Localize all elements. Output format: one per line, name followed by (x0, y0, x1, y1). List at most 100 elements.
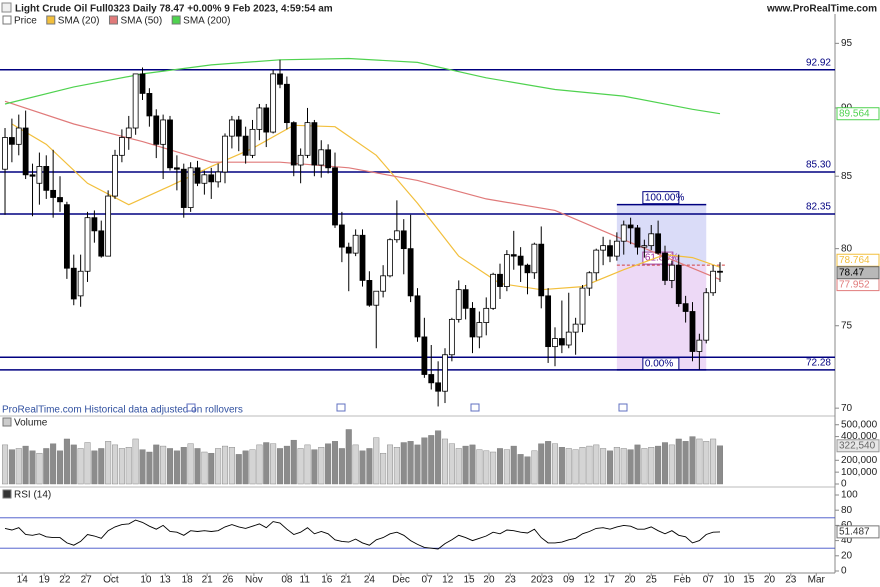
volume-bar (235, 454, 242, 485)
candle-body (283, 83, 290, 124)
x-tick-label: 20 (483, 575, 495, 586)
volume-bar (696, 438, 703, 485)
y-tick-label: 0 (841, 479, 847, 490)
y-tick-label: 100 (841, 490, 858, 501)
candle-body (648, 233, 655, 247)
volume-bar (77, 448, 84, 485)
candle-body (600, 245, 607, 251)
sma-line (11, 123, 721, 291)
sma-line (4, 57, 721, 115)
volume-bar (661, 442, 668, 485)
candle-body (607, 245, 613, 257)
volume-bar (290, 439, 297, 485)
volume-bar (517, 454, 524, 485)
candle-body (50, 189, 57, 198)
x-tick-label: 22 (59, 575, 71, 586)
volume-bar (146, 451, 153, 485)
volume-bar (716, 445, 723, 485)
candle-body (400, 230, 407, 250)
rsi-value-label: 51.487 (839, 527, 870, 538)
legend-swatch (108, 15, 118, 25)
candle-body (256, 107, 263, 130)
x-tick-label: 11 (300, 575, 311, 586)
volume-bar (373, 437, 380, 485)
volume-bar (43, 448, 50, 485)
volume-bar (648, 447, 655, 485)
candle-body (517, 255, 524, 266)
volume-bar (387, 444, 394, 485)
candle-body (338, 224, 345, 248)
volume-bar (2, 444, 9, 485)
x-tick-label: Feb (674, 575, 692, 586)
y-tick-label: 100,000 (841, 467, 878, 478)
volume-bar (208, 452, 215, 485)
x-tick-label: 14 (17, 575, 29, 586)
legend-label: SMA (50) (120, 16, 162, 27)
volume-bar (222, 445, 229, 485)
x-tick-label: 09 (563, 575, 575, 586)
volume-bar (304, 444, 311, 485)
volume-bar (531, 450, 538, 485)
x-tick-label: 20 (624, 575, 636, 586)
candle-body (655, 233, 662, 254)
candle-body (627, 224, 634, 229)
candle-body (167, 119, 173, 169)
volume-bar (50, 443, 57, 485)
candle-body (222, 135, 228, 173)
candle-body (393, 230, 400, 241)
legend-swatch (171, 15, 181, 25)
candle-body (703, 292, 710, 341)
candle-body (304, 122, 311, 156)
sma-value-label: 78.764 (839, 255, 870, 266)
legend-swatch (2, 489, 12, 499)
volume-bar (400, 442, 407, 485)
candle-body (263, 107, 270, 133)
volume-bar (153, 444, 160, 485)
candle-body (290, 122, 297, 166)
candle-body (455, 289, 462, 320)
volume-bar (249, 449, 256, 485)
legend-label: SMA (20) (58, 16, 100, 27)
volume-bar (469, 444, 476, 485)
volume-bar (201, 451, 208, 485)
candle-body (325, 149, 332, 169)
candle-body (153, 115, 160, 145)
candle-body (160, 119, 167, 145)
candle-body (29, 174, 36, 177)
x-tick-label: 17 (604, 575, 616, 586)
rsi-line (4, 519, 721, 550)
volume-bar (613, 447, 620, 485)
candle-body (387, 239, 393, 277)
volume-bar (490, 451, 497, 485)
sma-value-label-box (836, 107, 880, 121)
candle-body (139, 73, 146, 94)
candle-body (366, 280, 373, 306)
volume-bar (311, 449, 318, 485)
x-tick-label: 15 (743, 575, 755, 586)
candle-body (558, 338, 565, 346)
candle-body (448, 318, 455, 356)
volume-bar (455, 448, 462, 485)
volume-bar (256, 444, 263, 485)
candle-body (242, 135, 249, 156)
candle-body (462, 289, 469, 309)
volume-bar (36, 452, 43, 485)
candle-body (132, 73, 139, 129)
volume-bar (510, 445, 517, 485)
volume-bar (655, 445, 662, 485)
volume-bar (448, 443, 455, 485)
candle-body (112, 154, 118, 197)
candle-body (717, 270, 723, 273)
volume-bar (565, 448, 572, 485)
candle-body (43, 166, 50, 191)
price-value-label: 78.47 (839, 267, 864, 278)
volume-bar (215, 448, 222, 485)
candle-body (565, 331, 572, 346)
candle-body (57, 197, 63, 203)
volume-bar (682, 441, 689, 485)
volume-bar (228, 447, 235, 485)
candle-body (2, 137, 8, 170)
volume-bar (503, 449, 510, 485)
volume-bar (173, 450, 180, 485)
